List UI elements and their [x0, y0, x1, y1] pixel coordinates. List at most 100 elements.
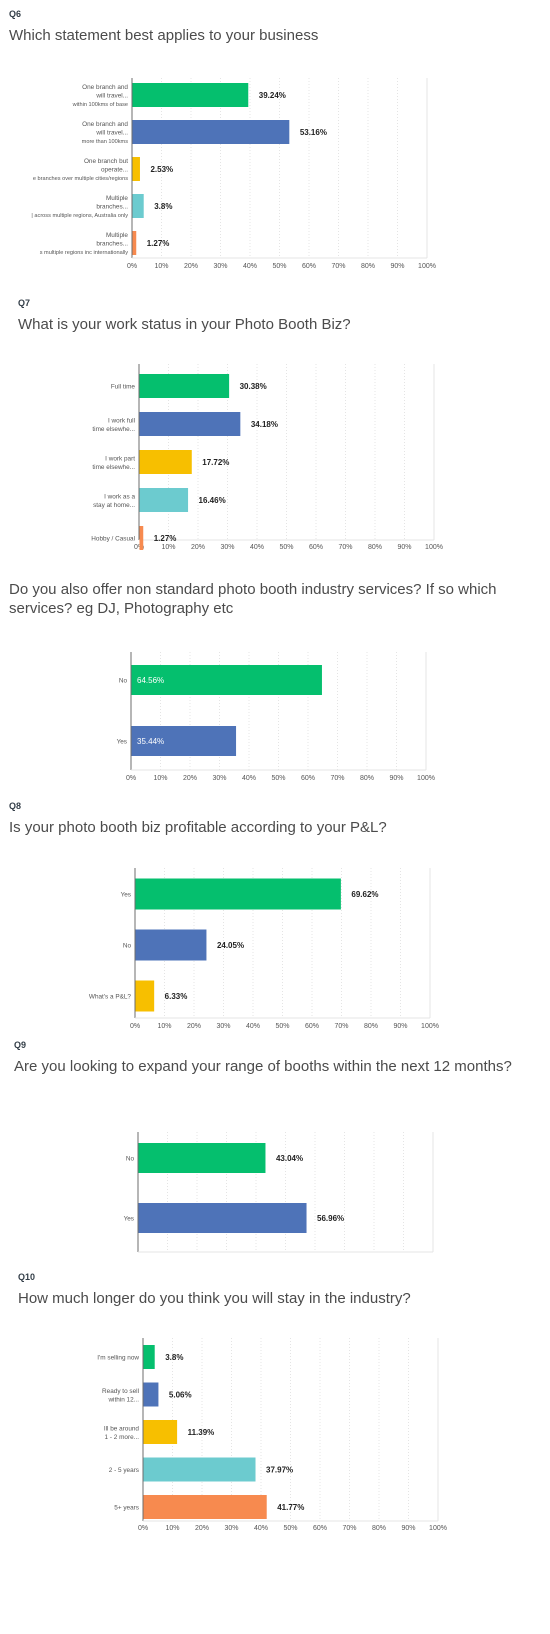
x-tick-label: 10%	[161, 544, 175, 551]
category-label: I work part	[105, 455, 135, 462]
bar	[132, 120, 290, 144]
data-label: 16.46%	[199, 496, 226, 505]
data-label: 37.97%	[266, 1466, 293, 1475]
x-tick-label: 80%	[372, 1525, 386, 1532]
category-label: stay at home...	[93, 502, 135, 509]
x-tick-label: 60%	[309, 544, 323, 551]
x-tick-label: 10%	[154, 263, 168, 270]
bar	[139, 488, 189, 512]
x-tick-label: 40%	[246, 1023, 260, 1030]
bar	[139, 412, 241, 436]
bar	[135, 878, 341, 910]
x-tick-label: 100%	[421, 1023, 439, 1030]
category-label: I work as a	[104, 493, 135, 500]
x-tick-label: 10%	[165, 1525, 179, 1532]
category-label: more than 100kms	[82, 139, 129, 145]
x-tick-label: 0%	[134, 544, 144, 551]
x-tick-label: 70%	[334, 1023, 348, 1030]
bar	[135, 980, 155, 1012]
question-number: Q8	[9, 801, 22, 811]
chart-q9: No 43.04% Yes 56.96%	[124, 1132, 434, 1253]
bar	[132, 231, 137, 255]
bar	[139, 450, 192, 474]
category-label: Ill be around	[104, 1425, 140, 1432]
category-label: time elsewhe...	[92, 464, 135, 471]
chart-services: 0% 10% 20% 30% 40% 50% 60% 70% 80% 90% 100% No 64.56…	[117, 652, 435, 782]
question-title: Which statement best applies to your bus…	[9, 27, 319, 44]
x-tick-label: 80%	[368, 544, 382, 551]
x-tick-label: 50%	[283, 1525, 297, 1532]
category-label: within 100kms of base	[72, 102, 128, 108]
category-label: Ready to sell	[102, 1388, 139, 1395]
question-title: What is your work status in your Photo B…	[18, 316, 351, 333]
x-tick-label: 0%	[127, 263, 137, 270]
x-tick-label: 80%	[360, 775, 374, 782]
x-tick-label: 90%	[393, 1023, 407, 1030]
question-number: Q9	[14, 1040, 27, 1050]
data-label: 2.53%	[150, 165, 173, 174]
question-number: Q6	[9, 9, 22, 19]
x-tick-label: 70%	[342, 1525, 356, 1532]
x-tick-label: 100%	[418, 263, 436, 270]
data-label: 1.27%	[147, 239, 170, 248]
data-label: 6.33%	[165, 992, 188, 1001]
x-tick-label: 90%	[390, 263, 404, 270]
bar	[132, 194, 144, 218]
x-tick-label: 40%	[250, 544, 264, 551]
x-tick-label: 0%	[138, 1525, 148, 1532]
category-label: Hobby / Casual	[91, 536, 135, 543]
category-label: No	[119, 678, 128, 685]
category-label: I work full	[108, 417, 135, 424]
category-label: will travel...	[95, 130, 128, 137]
x-tick-label: 60%	[305, 1023, 319, 1030]
x-tick-label: 50%	[272, 263, 286, 270]
category-label: 5+ years	[114, 1505, 139, 1512]
x-tick-label: 10%	[157, 1023, 171, 1030]
data-label: 43.04%	[276, 1154, 303, 1163]
data-label: 69.62%	[351, 890, 378, 899]
x-tick-label: 60%	[302, 263, 316, 270]
x-tick-label: 20%	[184, 263, 198, 270]
category-label: time elsewhe...	[92, 426, 135, 433]
category-label: operate...	[101, 167, 128, 174]
x-tick-label: 100%	[417, 775, 435, 782]
bar	[138, 1203, 307, 1233]
category-label: One branch but	[84, 158, 128, 165]
x-tick-label: 70%	[330, 775, 344, 782]
chart-q10: 0% 10% 20% 30% 40% 50% 60% 70% 80% 90% 100% I'm sel…	[97, 1338, 447, 1532]
data-label: 3.8%	[165, 1353, 183, 1362]
category-label: No	[123, 943, 132, 950]
category-label: No	[126, 1156, 135, 1163]
x-tick-label: 100%	[429, 1525, 447, 1532]
x-tick-label: 20%	[187, 1023, 201, 1030]
bar	[143, 1420, 178, 1444]
category-label: branches...	[96, 204, 128, 211]
data-label: 39.24%	[259, 91, 286, 100]
x-tick-label: 90%	[389, 775, 403, 782]
question-title-line-2: services? eg DJ, Photography etc	[9, 600, 234, 617]
bar	[139, 374, 230, 398]
bar	[143, 1495, 267, 1519]
x-tick-label: 40%	[243, 263, 257, 270]
x-tick-label: 30%	[220, 544, 234, 551]
x-tick-label: 30%	[213, 263, 227, 270]
x-tick-label: 30%	[224, 1525, 238, 1532]
x-tick-label: 40%	[254, 1525, 268, 1532]
category-label: e branches over multiple cities/regions	[33, 176, 128, 182]
category-label: Yes	[117, 739, 127, 746]
category-label: 1 - 2 more...	[105, 1434, 140, 1441]
data-label: 17.72%	[202, 458, 229, 467]
x-tick-label: 80%	[361, 263, 375, 270]
bar	[139, 526, 144, 550]
bar	[143, 1457, 256, 1482]
data-label: 30.38%	[240, 382, 267, 391]
x-tick-label: 90%	[397, 544, 411, 551]
data-label: 35.44%	[137, 737, 164, 746]
category-label: Yes	[124, 1216, 134, 1223]
x-tick-label: 70%	[331, 263, 345, 270]
x-tick-label: 40%	[242, 775, 256, 782]
category-label: 2 - 5 years	[109, 1467, 139, 1474]
x-tick-label: 20%	[195, 1525, 209, 1532]
x-tick-label: 60%	[301, 775, 315, 782]
question-title: Are you looking to expand your range of …	[14, 1058, 512, 1075]
